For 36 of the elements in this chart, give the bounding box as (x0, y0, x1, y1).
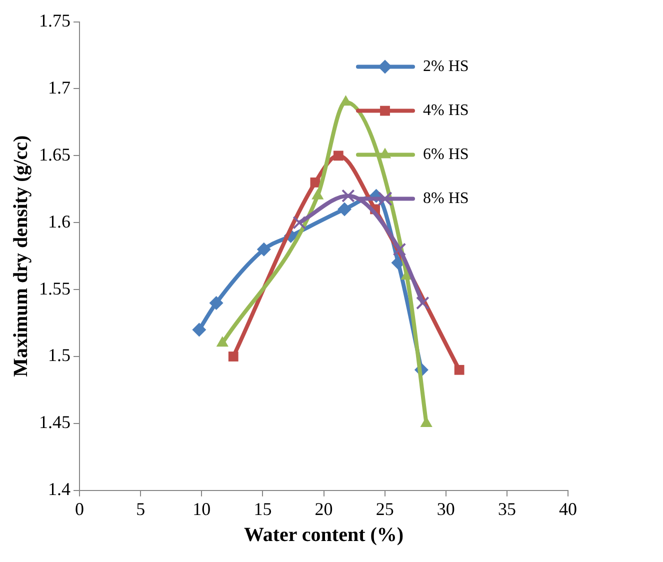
y-axis-title: Maximum dry density (g/cc) (10, 135, 32, 377)
y-tick-label: 1.7 (48, 77, 70, 98)
y-tick-label: 1.45 (39, 412, 70, 432)
point (216, 336, 228, 347)
legend-label: 8% HS (423, 190, 469, 208)
point (310, 178, 320, 188)
legend-label: 2% HS (423, 58, 469, 76)
x-tick-label: 30 (436, 498, 455, 519)
x-tick-label: 15 (254, 498, 272, 519)
x-tick-label: 35 (498, 498, 516, 519)
y-tick-label: 1.65 (39, 144, 70, 164)
y-tick-label: 1.55 (39, 278, 70, 298)
point (192, 322, 206, 337)
x-tick-label: 20 (314, 498, 333, 519)
x-tick-label: 25 (376, 498, 394, 519)
x-tick-label: 0 (75, 498, 84, 519)
x-tick-label: 10 (192, 498, 211, 519)
point (392, 242, 406, 256)
point (454, 364, 464, 375)
legend-label: 4% HS (423, 102, 469, 120)
y-tick-label: 1.4 (48, 479, 70, 500)
y-tick-label: 1.6 (48, 211, 70, 232)
point (228, 352, 238, 362)
x-tick-label: 5 (136, 498, 146, 519)
point (416, 296, 430, 310)
y-tick-label: 1.5 (48, 345, 70, 366)
point (292, 216, 306, 230)
y-tick-label: 1.75 (39, 10, 70, 31)
x-tick-label: 40 (559, 498, 577, 519)
point (209, 296, 224, 310)
point (333, 150, 344, 161)
point (256, 242, 271, 256)
legend-label: 6% HS (423, 146, 469, 164)
x-axis-title: Water content (%) (244, 524, 404, 546)
point (342, 189, 355, 203)
point (338, 202, 352, 216)
